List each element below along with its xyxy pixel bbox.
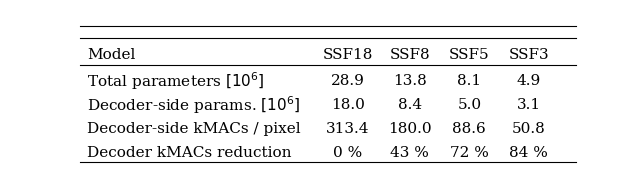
Text: 84 %: 84 % <box>509 146 548 160</box>
Text: Decoder-side params. $[10^6]$: Decoder-side params. $[10^6]$ <box>88 94 301 116</box>
Text: 88.6: 88.6 <box>452 122 486 136</box>
Text: 180.0: 180.0 <box>388 122 431 136</box>
Text: 8.4: 8.4 <box>398 98 422 112</box>
Text: 4.9: 4.9 <box>516 74 541 88</box>
Text: 28.9: 28.9 <box>331 74 365 88</box>
Text: 0 %: 0 % <box>333 146 362 160</box>
Text: Total parameters $[10^6]$: Total parameters $[10^6]$ <box>88 71 265 92</box>
Text: SSF3: SSF3 <box>509 48 549 62</box>
Text: 3.1: 3.1 <box>517 98 541 112</box>
Text: 313.4: 313.4 <box>326 122 369 136</box>
Text: 43 %: 43 % <box>390 146 429 160</box>
Text: SSF8: SSF8 <box>390 48 430 62</box>
Text: 72 %: 72 % <box>450 146 489 160</box>
Text: Model: Model <box>88 48 136 62</box>
Text: 18.0: 18.0 <box>331 98 365 112</box>
Text: SSF18: SSF18 <box>323 48 373 62</box>
Text: Decoder-side kMACs / pixel: Decoder-side kMACs / pixel <box>88 122 301 136</box>
Text: 13.8: 13.8 <box>393 74 427 88</box>
Text: 5.0: 5.0 <box>458 98 481 112</box>
Text: SSF5: SSF5 <box>449 48 490 62</box>
Text: 8.1: 8.1 <box>458 74 481 88</box>
Text: 50.8: 50.8 <box>512 122 546 136</box>
Text: Decoder kMACs reduction: Decoder kMACs reduction <box>88 146 292 160</box>
